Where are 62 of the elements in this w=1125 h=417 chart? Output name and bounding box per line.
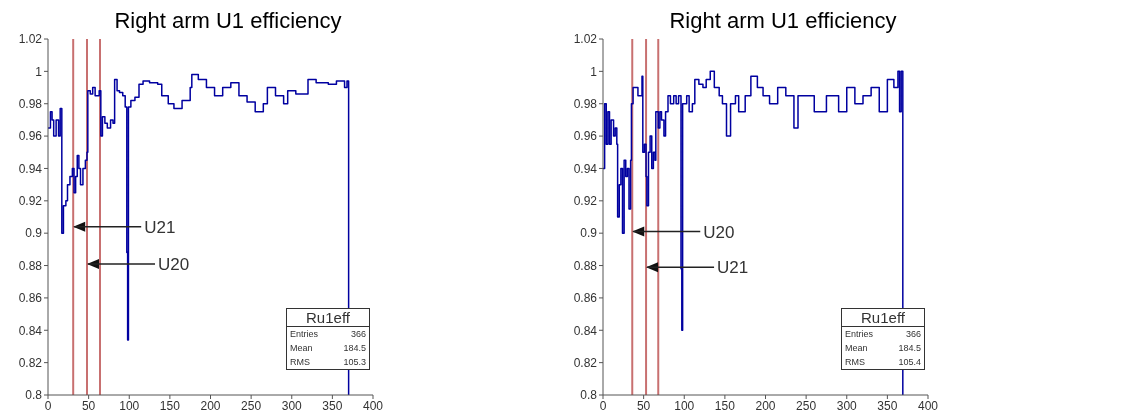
y-tick-label: 0.88 [573, 258, 598, 273]
annotation: Mean [845, 343, 868, 353]
y-tick-label: 0.8 [25, 388, 43, 403]
annotation: RMS [290, 357, 310, 367]
x-tick-label: 400 [917, 398, 939, 413]
x-tick-label: 50 [636, 398, 651, 413]
annotation: Mean [290, 343, 313, 353]
x-tick-label: 200 [200, 398, 221, 413]
y-tick-label: 0.84 [573, 323, 598, 338]
chart-title: Right arm U1 efficiency [668, 8, 898, 34]
y-tick-label: 0.9 [25, 226, 43, 241]
x-tick-label: 0 [599, 398, 607, 413]
y-tick-label: 1 [35, 64, 43, 79]
annotation: RMS [845, 357, 865, 367]
annotation: 366 [350, 329, 366, 339]
chart-title: Right arm U1 efficiency [113, 8, 343, 34]
x-tick-label: 400 [362, 398, 384, 413]
y-tick-label: 0.82 [573, 355, 598, 370]
y-tick-label: 0.82 [18, 355, 43, 370]
y-tick-label: 0.96 [18, 129, 43, 144]
x-tick-label: 350 [877, 398, 898, 413]
annotation: U21 [717, 258, 749, 278]
y-tick-label: 1.02 [573, 32, 598, 47]
y-tick-label: 0.84 [18, 323, 43, 338]
annotation: U21 [144, 217, 176, 237]
annotation: 105.4 [898, 357, 921, 367]
y-tick-label: 0.94 [573, 161, 598, 176]
y-tick-label: 0.86 [573, 291, 598, 306]
y-tick-label: 0.92 [573, 194, 598, 209]
annotation: 184.5 [343, 343, 366, 353]
y-tick-label: 0.98 [18, 96, 43, 111]
y-tick-label: 1.02 [18, 32, 43, 47]
annotation: 366 [905, 329, 921, 339]
y-tick-label: 0.9 [580, 226, 598, 241]
annotation: Ru1eff [287, 309, 369, 327]
x-tick-label: 50 [81, 398, 96, 413]
x-tick-label: 300 [281, 398, 303, 413]
y-tick-label: 0.86 [18, 291, 43, 306]
x-tick-label: 250 [796, 398, 817, 413]
annotation: Ru1eff [842, 309, 924, 327]
y-tick-label: 0.98 [573, 96, 598, 111]
annotation: Entries [845, 329, 874, 339]
y-tick-label: 0.88 [18, 258, 43, 273]
y-tick-label: 0.94 [18, 161, 43, 176]
x-tick-label: 150 [714, 398, 736, 413]
y-tick-label: 0.8 [580, 388, 598, 403]
x-tick-label: 100 [119, 398, 140, 413]
y-tick-label: 0.96 [573, 129, 598, 144]
x-tick-label: 200 [755, 398, 776, 413]
x-tick-label: 300 [836, 398, 858, 413]
x-tick-label: 100 [674, 398, 695, 413]
x-tick-label: 350 [322, 398, 343, 413]
annotation: 184.5 [898, 343, 921, 353]
annotation: U20 [703, 222, 735, 242]
x-tick-label: 0 [44, 398, 52, 413]
x-tick-label: 150 [159, 398, 181, 413]
annotation: 105.3 [343, 357, 366, 367]
y-tick-label: 1 [590, 64, 598, 79]
annotation: Entries [290, 329, 319, 339]
annotation: U20 [158, 254, 190, 274]
x-tick-label: 250 [241, 398, 262, 413]
y-tick-label: 0.92 [18, 194, 43, 209]
